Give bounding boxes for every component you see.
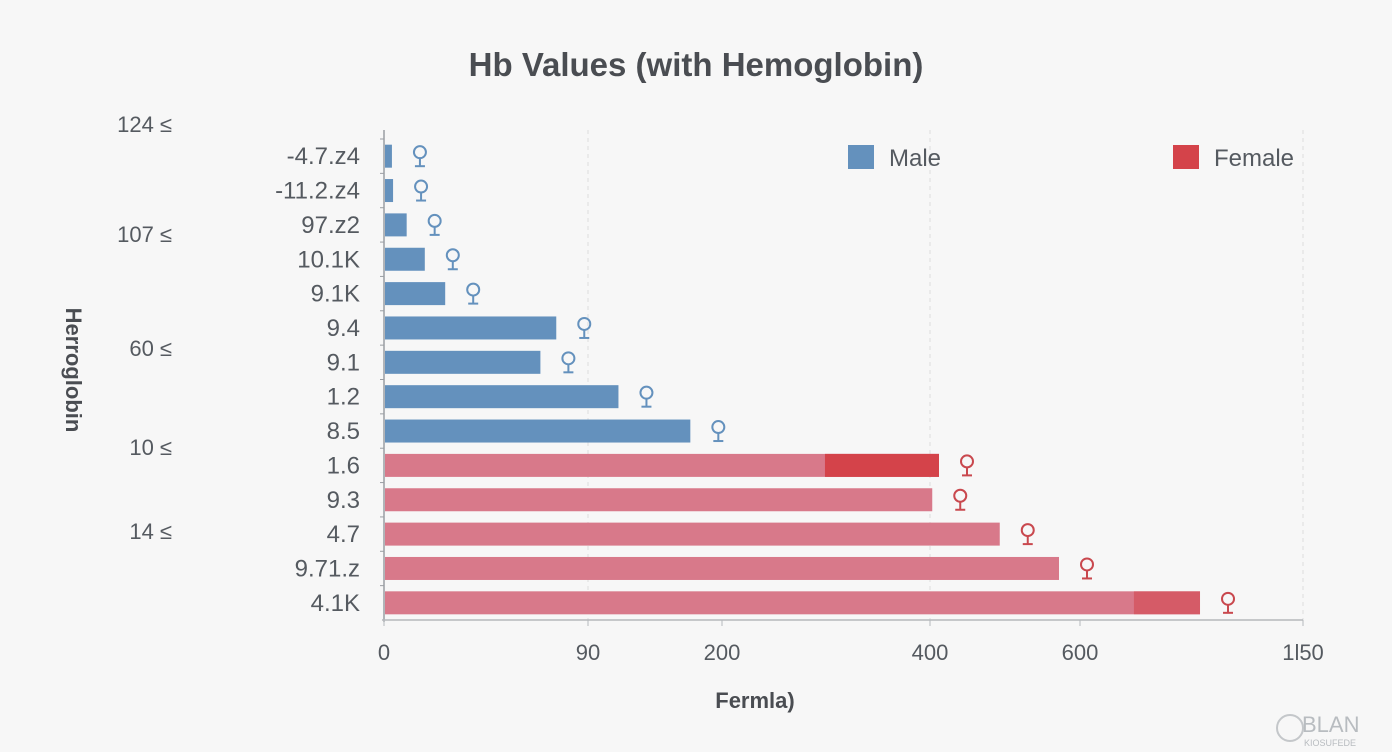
female-symbol-icon [1080,557,1094,580]
female-symbol-icon [466,282,481,305]
outer-y-label: 10 ≤ [129,435,172,460]
category-label: 9.71.z [295,555,360,582]
watermark-logo-icon [1276,714,1304,742]
outer-y-label: 60 ≤ [129,336,172,361]
legend-label-male: Male [889,145,941,172]
female-symbol-icon [711,420,726,443]
x-tick-label: 1l50 [1282,640,1324,665]
x-tick-label: 200 [704,640,741,665]
female-symbol-icon [414,179,429,202]
category-label: 97.z2 [301,212,360,239]
outer-y-label: 124 ≤ [117,112,172,137]
category-label: 9.4 [327,315,360,342]
outer-y-label: 14 ≤ [129,519,172,544]
watermark-text: BLAN [1302,712,1359,737]
legend-swatch-female [1173,145,1199,169]
female-symbol-icon [445,248,460,271]
bar-female [385,488,933,512]
x-tick-label: 90 [576,640,600,665]
bar-male [385,419,691,443]
bar-male [385,385,619,409]
bar-female-highlight [1133,591,1201,615]
category-label: 1.6 [327,452,360,479]
category-label: 1.2 [327,384,360,411]
female-symbol-icon [427,213,442,236]
female-symbol-icon [561,351,576,374]
legend-label-female: Female [1214,145,1294,172]
legend-swatch-male [848,145,874,169]
bar-male [385,213,407,237]
bar-male [385,282,446,306]
bar-female-highlight [824,453,939,477]
bar-male [385,247,425,271]
female-symbol-icon [960,454,974,477]
bar-female [385,453,939,477]
female-symbol-icon [1221,591,1236,614]
outer-y-label: 107 ≤ [117,222,172,247]
bar-male [385,144,392,168]
category-label: 9.1K [311,281,360,308]
category-label: 4.7 [327,521,360,548]
bar-male [385,316,557,340]
female-symbol-icon [1020,523,1035,546]
x-tick-label: 400 [912,640,949,665]
category-label: 4.1K [311,590,360,617]
category-label: -11.2.z4 [275,178,360,205]
female-symbol-icon [953,488,968,511]
bar-male [385,350,541,374]
female-symbol-icon [412,145,427,168]
bar-female [385,591,1201,615]
category-label: 8.5 [327,418,360,445]
female-symbol-icon [639,385,654,408]
x-axis-title: Fermla) [715,688,794,713]
x-tick-label: 600 [1062,640,1099,665]
category-label: 10.1K [297,246,360,273]
category-label: 9.1 [327,349,360,376]
bar-female [385,556,1059,580]
watermark-subtext: KIOSUFEDE [1304,738,1356,748]
category-label: 9.3 [327,487,360,514]
bar-female [385,522,1000,546]
bar-male [385,179,394,203]
female-symbol-icon [577,316,592,339]
y-axis-title: Herroglobin [61,308,86,433]
x-tick-label: 0 [378,640,390,665]
chart-title: Hb Values (with Hemoglobin) [468,46,924,83]
category-label: -4.7.z4 [287,143,360,170]
